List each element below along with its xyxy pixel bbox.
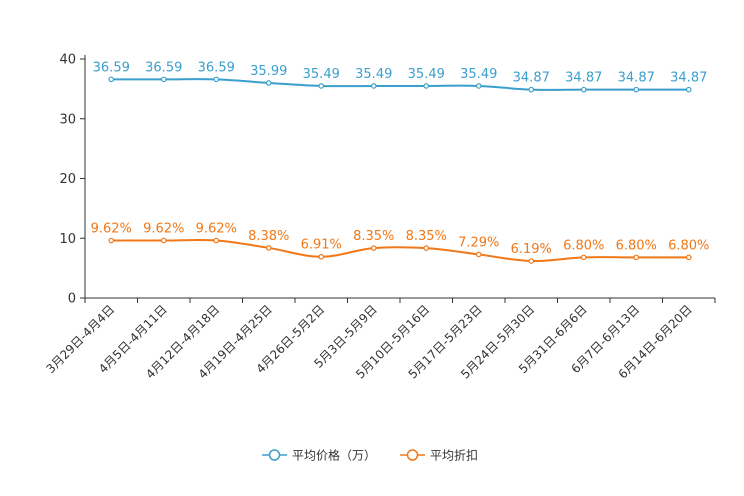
data-point — [108, 76, 115, 83]
data-label: 9.62% — [196, 222, 237, 237]
data-point — [528, 86, 535, 93]
data-point — [160, 76, 167, 83]
data-label: 6.19% — [511, 242, 552, 257]
legend-marker — [268, 449, 281, 461]
data-label: 36.59 — [145, 60, 182, 75]
data-label: 6.91% — [301, 238, 342, 253]
data-label: 6.80% — [563, 238, 604, 253]
data-label: 36.59 — [93, 60, 130, 75]
legend-item: 平均折扣 — [400, 448, 478, 463]
series-0: 36.59 36.59 36.59 35.99 35.49 35.49 35.49 35.49… — [93, 60, 707, 93]
data-point — [213, 237, 220, 244]
data-label: 35.99 — [250, 64, 287, 79]
data-point — [528, 258, 535, 264]
data-point — [580, 86, 587, 93]
data-point — [423, 245, 430, 251]
data-point — [475, 251, 482, 258]
data-label: 8.35% — [406, 229, 447, 244]
y-tick-label: 40 — [59, 53, 76, 68]
y-tick-label: 20 — [59, 172, 76, 187]
data-point — [370, 83, 377, 89]
data-point — [633, 254, 640, 261]
data-label: 34.87 — [565, 71, 602, 86]
data-label: 35.49 — [408, 67, 445, 82]
data-point — [265, 245, 272, 251]
data-point — [370, 245, 377, 251]
data-point — [265, 80, 272, 86]
series-line — [111, 78, 689, 91]
data-label: 6.80% — [668, 238, 709, 253]
data-label: 35.49 — [303, 67, 340, 82]
data-label: 8.38% — [248, 229, 289, 244]
data-point — [213, 76, 220, 83]
legend-label: 平均折扣 — [430, 448, 478, 463]
data-point — [160, 237, 167, 244]
series-line — [111, 238, 689, 263]
data-label: 34.87 — [670, 71, 707, 86]
legend-label: 平均价格（万） — [292, 448, 376, 463]
legend-marker — [406, 449, 419, 461]
data-label: 34.87 — [618, 71, 655, 86]
legend: 平均价格（万） 平均折扣 — [262, 448, 478, 463]
data-label: 7.29% — [458, 235, 499, 250]
data-label: 8.35% — [353, 229, 394, 244]
y-tick-label: 0 — [68, 292, 76, 307]
data-point — [423, 83, 430, 89]
data-point — [580, 254, 587, 261]
data-label: 34.87 — [513, 71, 550, 86]
data-label: 35.49 — [460, 67, 497, 82]
series-layer: 36.59 36.59 36.59 35.99 35.49 35.49 35.49 35.49… — [91, 60, 709, 264]
y-tick-label: 10 — [59, 232, 76, 247]
data-point — [318, 253, 325, 260]
series-1: 9.62% 9.62% 9.62% 8.38% 6.91% 8.35% 8.35% 7.29%… — [91, 222, 709, 264]
data-label: 6.80% — [616, 238, 657, 253]
data-label: 35.49 — [355, 67, 392, 82]
y-axis: 0 10 20 30 40 — [59, 53, 86, 307]
x-axis: 3月29日-4月4日4月5日-4月11日4月12日-4月18日4月19日-4月2… — [43, 297, 716, 382]
data-point — [318, 83, 325, 89]
data-point — [475, 83, 482, 89]
data-point — [685, 86, 692, 93]
y-tick-label: 30 — [59, 112, 76, 127]
data-point — [108, 237, 115, 244]
data-label: 9.62% — [143, 222, 184, 237]
data-label: 9.62% — [91, 222, 132, 237]
data-label: 36.59 — [198, 60, 235, 75]
legend-item: 平均价格（万） — [262, 448, 376, 463]
data-point — [685, 254, 692, 261]
data-point — [633, 86, 640, 93]
